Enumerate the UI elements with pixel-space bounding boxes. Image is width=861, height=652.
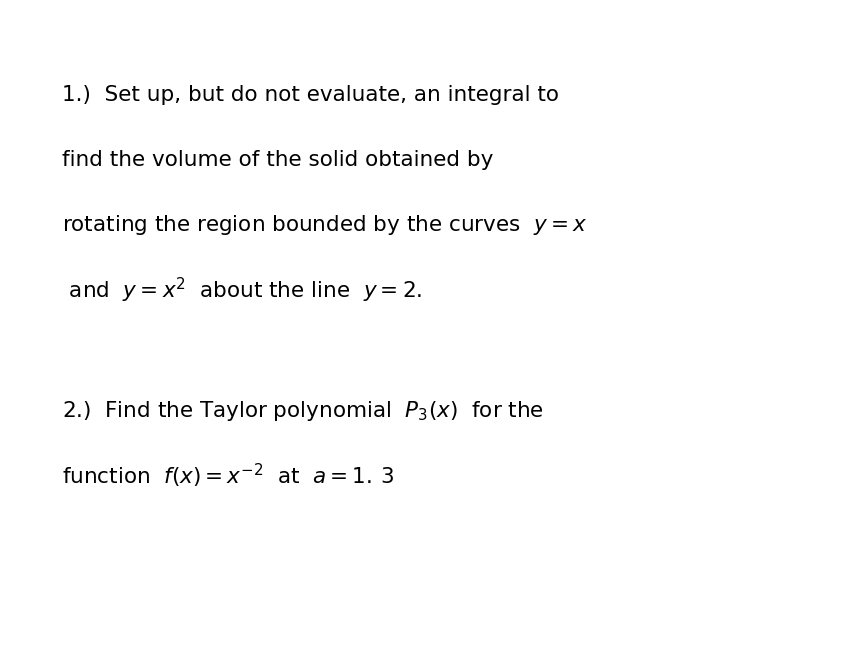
Text: rotating the region bounded by the curves  $y = x$: rotating the region bounded by the curve… [62, 213, 587, 237]
Text: 1.)  Set up, but do not evaluate, an integral to: 1.) Set up, but do not evaluate, an inte… [62, 85, 559, 104]
Text: 2.)  Find the Taylor polynomial  $P_3(x)$  for the: 2.) Find the Taylor polynomial $P_3(x)$ … [62, 399, 544, 422]
Text: and  $y = x^2$  about the line  $y = 2.$: and $y = x^2$ about the line $y = 2.$ [62, 276, 423, 304]
Text: function  $f(x)= x^{-2}$  at  $a =1.\, 3$: function $f(x)= x^{-2}$ at $a =1.\, 3$ [62, 462, 394, 490]
Text: find the volume of the solid obtained by: find the volume of the solid obtained by [62, 150, 493, 170]
